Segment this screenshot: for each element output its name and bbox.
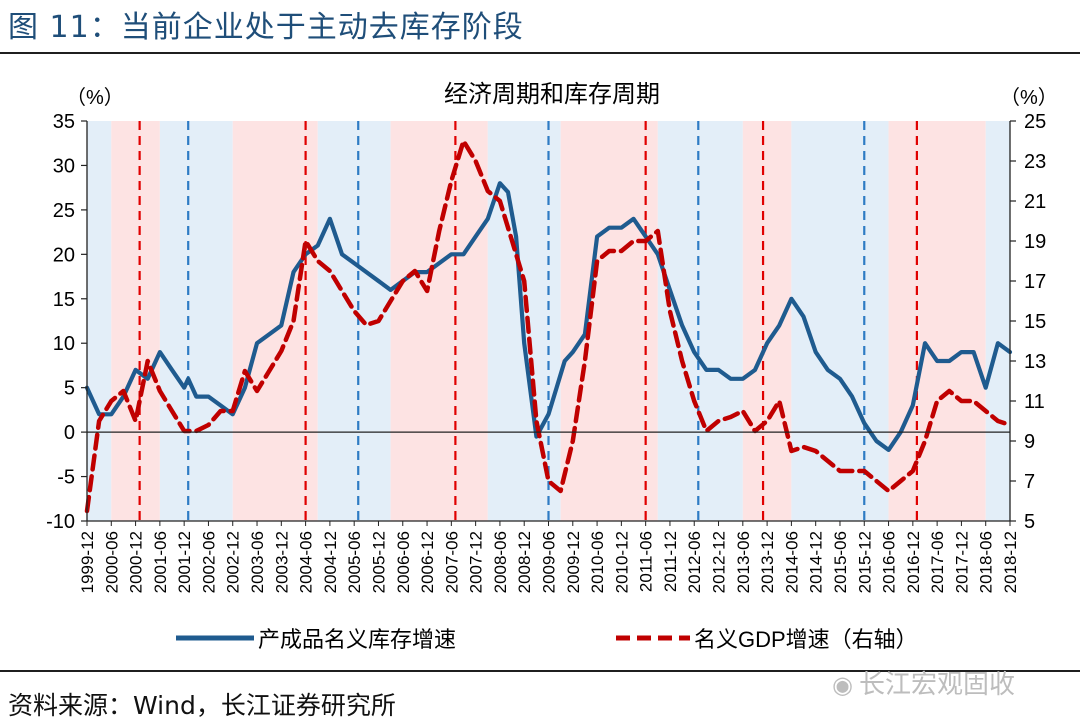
x-tick-label: 2000-06 — [102, 531, 121, 593]
shaded-band-red — [888, 121, 986, 521]
x-tick-label: 2004-12 — [321, 531, 340, 593]
x-tick-label: 2008-06 — [491, 531, 510, 593]
x-tick-label: 2000-12 — [127, 531, 146, 593]
right-tick-label: 13 — [1024, 351, 1046, 373]
x-tick-label: 2012-12 — [710, 531, 729, 593]
x-tick-label: 2003-06 — [248, 531, 267, 593]
x-tick-label: 2013-06 — [734, 531, 753, 593]
shaded-band-blue — [791, 121, 889, 521]
shaded-band-red — [111, 121, 160, 521]
x-tick-label: 2006-06 — [394, 531, 413, 593]
left-tick-label: 20 — [53, 244, 75, 266]
right-tick-label: 21 — [1024, 191, 1046, 213]
shaded-band-red — [742, 121, 792, 521]
watermark-text: 长江宏观固收 — [858, 670, 1015, 700]
watermark: ◉ 长江宏观固收 — [832, 664, 1015, 701]
x-tick-label: 2014-12 — [807, 531, 826, 593]
x-tick-label: 2008-12 — [515, 531, 534, 593]
x-tick-label: 2007-12 — [467, 531, 486, 593]
left-tick-label: 25 — [53, 200, 75, 222]
x-tick-label: 2005-12 — [370, 531, 389, 593]
shaded-band-red — [560, 121, 658, 521]
x-tick-label: 2007-06 — [442, 531, 461, 593]
x-tick-label: 2001-06 — [151, 531, 170, 593]
x-tick-label: 2014-06 — [782, 531, 801, 593]
chart: -10 -5 0 5 10 15 20 25 30 35 5 7 9 11 13 15 17 19 21 23 25 19… — [46, 81, 1058, 652]
marker-lines — [138, 121, 918, 521]
legend: 产成品名义库存增速 名义GDP增速（右轴） — [176, 627, 918, 652]
right-tick-label: 17 — [1024, 271, 1046, 293]
right-tick-label: 19 — [1024, 231, 1046, 253]
legend-label-gdp: 名义GDP增速（右轴） — [694, 627, 918, 652]
x-tick-label: 2001-12 — [175, 531, 194, 593]
x-tick-label: 2009-06 — [540, 531, 559, 593]
x-tick-label: 2002-12 — [224, 531, 243, 593]
x-tick-label: 2005-06 — [345, 531, 364, 593]
x-tick-label: 2018-12 — [1001, 531, 1020, 593]
figure-title: 图 11：当前企业处于主动去库存阶段 — [8, 10, 524, 45]
right-tick-label: 7 — [1024, 471, 1035, 493]
x-tick-label: 2016-06 — [880, 531, 899, 593]
x-tick-label: 2015-06 — [831, 531, 850, 593]
right-tick-label: 25 — [1024, 111, 1046, 133]
x-tick-label: 2006-12 — [418, 531, 437, 593]
left-tick-label: 35 — [53, 111, 75, 133]
footer-rule — [0, 670, 1080, 672]
left-tick-label: -10 — [46, 511, 75, 533]
shaded-band-blue — [985, 121, 1010, 521]
x-tick-label: 2010-12 — [612, 531, 631, 593]
left-tick-label: 30 — [53, 155, 75, 177]
x-tick-label: 2011-12 — [661, 531, 680, 592]
axes — [81, 120, 1016, 526]
x-tick-label: 2012-06 — [685, 531, 704, 593]
x-tick-label: 2002-06 — [199, 531, 218, 593]
title-rule — [0, 52, 1080, 54]
left-tick-label: 5 — [64, 378, 75, 400]
right-tick-label: 9 — [1024, 431, 1035, 453]
left-axis-unit: （%） — [66, 86, 124, 109]
x-tick-label: 2015-12 — [855, 531, 874, 593]
nominal-gdp-line — [84, 138, 1013, 514]
left-tick-label: 15 — [53, 289, 75, 311]
x-tick-label: 2016-12 — [904, 531, 923, 593]
shaded-band-blue — [87, 121, 112, 521]
right-tick-label: 5 — [1024, 511, 1035, 533]
x-tick-label: 2013-12 — [758, 531, 777, 593]
series-lines — [84, 138, 1013, 514]
x-tick-label: 2017-06 — [928, 531, 947, 593]
right-tick-label: 11 — [1024, 391, 1045, 413]
right-tick-label: 23 — [1024, 151, 1046, 173]
shaded-band-red — [390, 121, 488, 521]
x-tick-label: 2018-06 — [977, 531, 996, 593]
source-note: 资料来源：Wind，长江证券研究所 — [8, 691, 396, 720]
chart-title: 经济周期和库存周期 — [444, 81, 660, 108]
x-tick-label: 2009-12 — [564, 531, 583, 593]
x-tick-label: 1999-12 — [78, 531, 97, 593]
x-tick-label: 2010-06 — [588, 531, 607, 593]
right-tick-label: 15 — [1024, 311, 1046, 333]
shaded-band-blue — [159, 121, 233, 521]
x-tick-label: 2017-12 — [952, 531, 971, 593]
legend-label-inventory: 产成品名义库存增速 — [258, 627, 456, 652]
x-tick-label: 2004-06 — [297, 531, 316, 593]
x-tick-label: 2011-06 — [637, 531, 656, 592]
left-tick-label: 10 — [53, 333, 75, 355]
axis-labels: -10 -5 0 5 10 15 20 25 30 35 5 7 9 11 13 15 17 19 21 23 25 19… — [46, 111, 1046, 593]
right-axis-unit: （%） — [1000, 86, 1058, 109]
x-tick-label: 2003-12 — [272, 531, 291, 593]
wechat-icon: ◉ — [832, 671, 853, 699]
left-tick-label: 0 — [64, 422, 75, 444]
shaded-band-red — [232, 121, 318, 521]
left-tick-label: -5 — [57, 467, 75, 489]
